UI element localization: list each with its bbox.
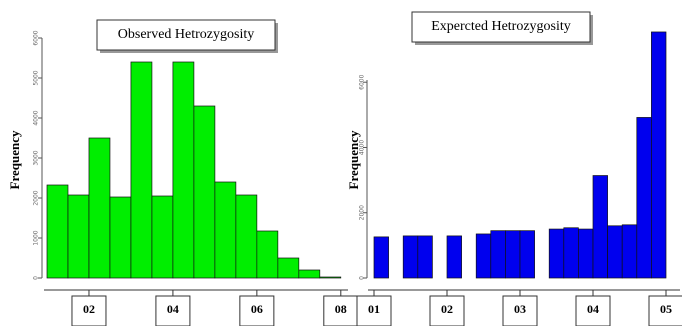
x-tick-box	[648, 295, 682, 326]
y-tick-label: 2000	[359, 205, 366, 220]
bar	[402, 235, 419, 279]
chart-title: Expercted Hetrozygosity	[431, 19, 571, 34]
title-box	[96, 19, 276, 51]
x-tick-box	[575, 295, 611, 326]
bar	[490, 230, 506, 279]
bar	[277, 257, 300, 279]
x-tick-box	[356, 295, 392, 326]
bar	[373, 236, 389, 279]
y-tick-label: 6000	[359, 74, 366, 89]
bar	[607, 225, 623, 279]
x-tick-label: 01	[368, 302, 380, 316]
y-tick-label: 4000	[359, 140, 366, 155]
y-tick-label: 0	[33, 276, 40, 280]
y-tick-label: 4000	[33, 110, 40, 125]
y-tick-label: 5000	[33, 70, 40, 85]
x-tick-label: 05	[660, 302, 672, 316]
bar	[651, 31, 667, 279]
bar	[88, 137, 111, 279]
y-tick-label: 1000	[33, 230, 40, 245]
y-tick-label: 6000	[33, 30, 40, 45]
bar	[519, 230, 535, 279]
x-tick-label: 02	[83, 302, 95, 316]
bar	[548, 228, 565, 279]
title-box	[411, 11, 591, 43]
x-tick-label: 03	[514, 302, 526, 316]
x-tick-label: 02	[441, 302, 453, 316]
bar	[298, 269, 321, 279]
x-tick-label: 04	[587, 302, 599, 316]
bar	[319, 276, 342, 279]
bar	[446, 235, 462, 279]
bar	[578, 228, 594, 279]
bar	[109, 196, 132, 279]
bar	[130, 61, 153, 279]
bar	[214, 181, 237, 279]
y-axis-label: Frequency	[346, 130, 361, 189]
chart-title: Observed Hetrozygosity	[118, 27, 254, 42]
y-tick-label: 2000	[33, 190, 40, 205]
bar	[563, 227, 579, 279]
bar	[67, 194, 90, 279]
x-tick-box	[429, 295, 465, 326]
x-tick-box	[155, 295, 191, 326]
y-tick-label: 3000	[33, 150, 40, 165]
x-tick-label: 08	[335, 302, 347, 316]
x-tick-label: 06	[251, 302, 263, 316]
y-axis-label: Frequency	[7, 130, 22, 189]
bar	[621, 224, 638, 279]
x-tick-label: 04	[167, 302, 179, 316]
bar	[636, 117, 652, 279]
x-tick-box	[71, 295, 107, 326]
x-tick-box	[502, 295, 538, 326]
bar	[151, 195, 174, 279]
bar	[193, 105, 216, 279]
x-tick-box	[239, 295, 275, 326]
bar	[46, 184, 69, 279]
bar	[256, 230, 279, 279]
bar	[475, 233, 492, 279]
bar	[592, 175, 608, 279]
bar	[417, 235, 433, 279]
x-tick-box	[323, 295, 359, 326]
y-tick-label: 0	[359, 276, 366, 280]
bar	[235, 194, 258, 279]
bar	[505, 230, 521, 279]
bar	[172, 61, 195, 279]
